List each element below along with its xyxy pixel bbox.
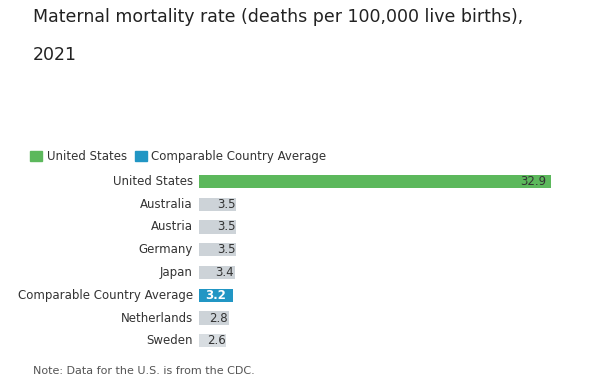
Bar	[199, 266, 235, 279]
Text: Comparable Country Average: Comparable Country Average	[17, 289, 193, 302]
Bar	[199, 334, 226, 348]
Text: Note: Data for the U.S. is from the CDC.: Note: Data for the U.S. is from the CDC.	[33, 366, 255, 376]
Text: 32.9: 32.9	[520, 175, 547, 188]
Bar	[199, 220, 236, 233]
Text: 2.8: 2.8	[209, 311, 228, 324]
Text: Sweden: Sweden	[146, 334, 193, 347]
Text: Germany: Germany	[138, 243, 193, 256]
Legend: United States, Comparable Country Average: United States, Comparable Country Averag…	[30, 150, 326, 163]
Text: Netherlands: Netherlands	[120, 311, 193, 324]
Text: United States: United States	[113, 175, 193, 188]
Text: Japan: Japan	[160, 266, 193, 279]
Bar	[199, 175, 551, 188]
Bar	[199, 289, 233, 302]
Text: 3.5: 3.5	[217, 220, 235, 233]
Text: 3.4: 3.4	[216, 266, 234, 279]
Bar	[199, 243, 236, 257]
Text: Maternal mortality rate (deaths per 100,000 live births),: Maternal mortality rate (deaths per 100,…	[33, 8, 523, 26]
Text: Austria: Austria	[150, 220, 193, 233]
Text: 3.2: 3.2	[205, 289, 226, 302]
Bar	[199, 311, 229, 324]
Text: 2021: 2021	[33, 46, 77, 64]
Text: 3.5: 3.5	[217, 198, 235, 211]
Text: Australia: Australia	[140, 198, 193, 211]
Text: 3.5: 3.5	[217, 243, 235, 256]
Text: 2.6: 2.6	[207, 334, 226, 347]
Bar	[199, 198, 236, 211]
